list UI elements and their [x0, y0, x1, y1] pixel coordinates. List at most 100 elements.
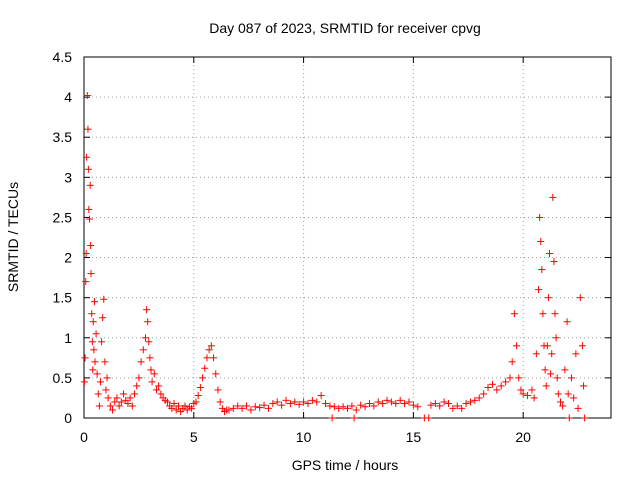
- grid: [84, 57, 611, 418]
- data-point: [374, 398, 382, 406]
- data-point: [89, 318, 97, 326]
- data-point: [196, 384, 204, 392]
- data-point: [128, 402, 136, 410]
- data-point: [561, 366, 569, 374]
- data-point: [103, 374, 111, 382]
- data-point: [547, 370, 555, 378]
- data-point: [535, 286, 543, 294]
- chart-title: Day 087 of 2023, SRMTID for receiver cpv…: [209, 20, 481, 36]
- data-point: [93, 370, 101, 378]
- data-point: [273, 398, 281, 406]
- data-point: [150, 370, 158, 378]
- data-point: [100, 295, 108, 303]
- data-point: [85, 215, 93, 223]
- data-point: [508, 358, 516, 366]
- data-point: [570, 394, 578, 402]
- plot-frame: [83, 56, 612, 419]
- data-point: [98, 338, 106, 346]
- data-point: [214, 386, 222, 394]
- data-point: [84, 125, 92, 133]
- data-point: [578, 342, 586, 350]
- y-tick-label: 2: [64, 250, 72, 266]
- data-point: [89, 366, 97, 374]
- data-point: [82, 278, 90, 286]
- data-point: [350, 414, 358, 422]
- data-point: [551, 310, 559, 318]
- data-point: [260, 401, 268, 409]
- data-point: [515, 374, 523, 382]
- data-point: [104, 394, 112, 402]
- data-point: [188, 404, 196, 412]
- data-point: [544, 294, 552, 302]
- data-point: [109, 406, 117, 414]
- data-point: [348, 402, 356, 410]
- data-point: [291, 398, 299, 406]
- data-point: [85, 205, 93, 213]
- data-point: [553, 374, 561, 382]
- data-point: [510, 310, 518, 318]
- data-point: [82, 250, 90, 258]
- data-point: [101, 358, 109, 366]
- data-point: [379, 400, 387, 408]
- data-point: [581, 414, 589, 422]
- data-point: [574, 404, 582, 412]
- data-point: [383, 396, 391, 404]
- data-point: [453, 402, 461, 410]
- data-point: [484, 384, 492, 392]
- data-point: [117, 398, 125, 406]
- data-point: [556, 398, 564, 406]
- data-point: [550, 258, 558, 266]
- data-point: [431, 400, 439, 408]
- data-point: [120, 390, 128, 398]
- data-point: [554, 390, 562, 398]
- data-point: [546, 250, 554, 258]
- data-point: [106, 402, 114, 410]
- data-point: [396, 396, 404, 404]
- data-point: [387, 398, 395, 406]
- data-point: [565, 414, 573, 422]
- data-point: [548, 350, 556, 358]
- axis-ticks: 0 0.5 1 1.5 2 2.5 3 3.5 4 4.5 0 5 10 15 20: [53, 49, 611, 445]
- data-point: [205, 346, 213, 354]
- data-point: [152, 386, 160, 394]
- data-point: [194, 392, 202, 400]
- data-point: [300, 398, 308, 406]
- data-point: [549, 193, 557, 201]
- data-point: [91, 358, 99, 366]
- y-tick-label: 1: [64, 330, 72, 346]
- data-point: [493, 386, 501, 394]
- data-point: [99, 314, 107, 322]
- data-point: [328, 414, 336, 422]
- data-point: [409, 401, 417, 409]
- data-point: [497, 382, 505, 390]
- data-point: [564, 390, 572, 398]
- data-point: [139, 346, 147, 354]
- data-point: [308, 396, 316, 404]
- data-point: [440, 398, 448, 406]
- data-point: [427, 401, 435, 409]
- data-point: [163, 398, 171, 406]
- data-point: [251, 403, 259, 411]
- data-point: [83, 92, 91, 100]
- data-point: [80, 378, 88, 386]
- data-point: [87, 242, 95, 250]
- data-point: [87, 270, 95, 278]
- data-point: [113, 394, 121, 402]
- data-point: [172, 406, 180, 414]
- data-point: [88, 310, 96, 318]
- data-point: [519, 390, 527, 398]
- data-point: [462, 400, 470, 408]
- data-point: [201, 364, 209, 372]
- data-point: [543, 342, 551, 350]
- data-point: [282, 396, 290, 404]
- data-point: [157, 390, 165, 398]
- data-point: [528, 386, 536, 394]
- data-point: [181, 402, 189, 410]
- data-point: [207, 342, 215, 350]
- data-point: [524, 392, 532, 400]
- data-point: [216, 398, 224, 406]
- y-tick-label: 4: [64, 89, 72, 105]
- data-point: [90, 346, 98, 354]
- data-point: [170, 400, 178, 408]
